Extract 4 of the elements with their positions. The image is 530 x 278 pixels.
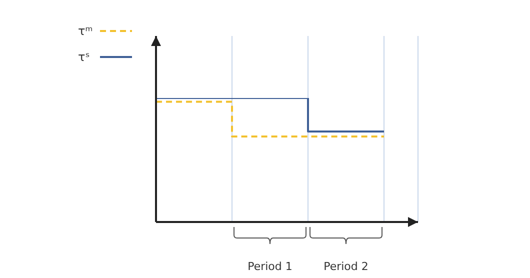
text: Period 2 [322,260,370,273]
legend-label: τˢ [78,50,91,64]
legend-label: τᵐ [78,24,94,38]
text: Period 1 [246,260,294,273]
